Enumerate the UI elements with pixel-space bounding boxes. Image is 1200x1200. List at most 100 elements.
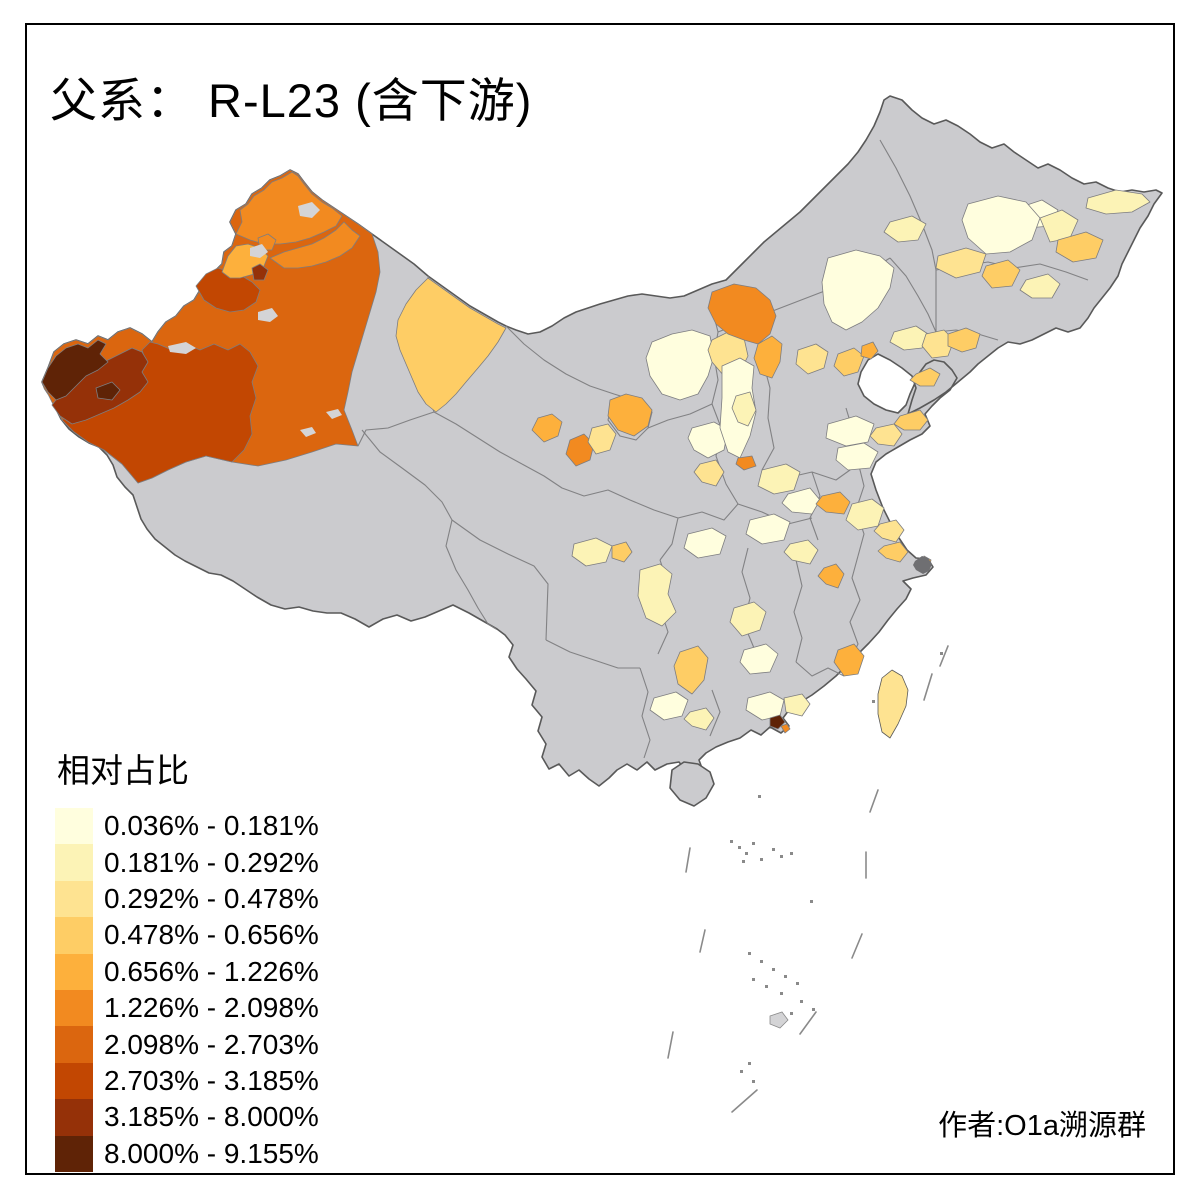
region-heilongjiang-harbin [961,195,1041,255]
legend-row: 1.226% - 2.098% [55,989,319,1027]
lake-bosten [258,308,278,322]
legend-row: 0.656% - 1.226% [55,953,319,990]
legend-label: 2.703% - 3.185% [104,1064,319,1096]
region-shandong-jinan [825,415,875,447]
region-liaoning-huludao [860,341,879,360]
region-hubei-wuhan [783,539,819,565]
lake-ulungur [298,202,320,218]
islet-dongsha [769,1011,789,1029]
legend-label: 0.478% - 0.656% [104,919,319,951]
region-jilin-yanbian [1019,273,1061,299]
legend-swatch-4 [55,917,93,954]
region-qinghai-xining [531,413,563,443]
region-jiangsu-nantong [877,541,909,563]
region-guizhou-guiyang [673,645,709,695]
region-gansu-jiuquan [395,277,507,413]
legend-swatch-1 [55,808,93,845]
legend-label: 0.036% - 0.181% [104,810,319,842]
region-inner-mongolia-west [645,329,715,401]
region-hunan-south [739,643,779,675]
legend-swatch-7 [55,1026,93,1063]
region-sichuan-east [683,527,727,559]
south-china-sea-dashes [667,645,949,1113]
lakes [168,202,342,437]
legend-swatch-9 [55,1099,93,1136]
legend-row: 0.036% - 0.181% [55,808,319,845]
lake-aksu-flats [168,342,196,354]
region-ningxia-yinchuan [607,393,653,437]
region-xinjiang-kizilsu-tip [41,339,121,401]
legend-label: 0.181% - 0.292% [104,846,319,878]
legend-row: 8.000% - 9.155% [55,1135,319,1172]
region-shandong-yantai [909,367,941,387]
region-xinjiang-changji [269,221,361,269]
region-hubei-west [745,513,791,545]
lake-tarim-flat [300,427,316,437]
region-shanxi-center [731,391,757,427]
region-shaanxi-xian [693,459,725,487]
region-heilongjiang-suihua [1039,209,1079,243]
page-title: 父系： R-L23 (含下游) [50,74,533,127]
legend-swatch-3 [55,880,93,918]
legend-label: 0.292% - 0.478% [104,882,319,914]
region-fujian-quanzhou [833,643,865,677]
shanghai-district-cluster [913,556,932,574]
region-beijing [795,343,829,375]
region-gansu-linxia [587,423,617,455]
legend-label: 8.000% - 9.155% [104,1137,319,1169]
lake-tarim-flat-2 [326,409,342,419]
legend-title: 相对占比 [57,752,189,789]
region-xinjiang-altay [235,171,343,245]
legend-swatch-2 [55,844,93,881]
region-inner-mongolia-tongliao [883,215,927,243]
region-inner-mongolia-baotou [753,335,783,379]
region-shandong-south [835,442,879,471]
region-guangxi-west [649,691,689,721]
region-xinjiang-ili [195,267,261,313]
region-gansu-lanzhou [565,433,595,467]
legend-label: 3.185% - 8.000% [104,1101,319,1133]
region-sichuan-mianyang [611,541,633,563]
lake-sayram [250,244,268,258]
region-jilin-changchun [935,247,987,279]
legend-swatch-5 [55,953,93,990]
region-sichuan-chengdu [637,563,677,627]
region-guangdong-north [783,693,811,717]
author-attribution: 作者:O1a溯源群 [938,1110,1146,1142]
region-pearl-delta-orange [780,723,791,734]
region-hunan-north [729,601,767,637]
legend-label: 1.226% - 2.098% [104,992,319,1024]
hainan-island [669,761,715,807]
legend-row: 2.703% - 3.185% [55,1062,319,1100]
region-tianjin-tangshan [833,347,865,377]
legend-row: 0.181% - 0.292% [55,844,319,881]
region-sichuan-north [571,537,613,567]
map-legend: 相对占比 0.036% - 0.181% 0.181% - 0.292% 0.2… [55,744,319,1172]
region-heilongjiang-jiamusi [1055,231,1104,263]
legend-row: 0.292% - 0.478% [55,880,319,918]
region-heilongjiang-fareast [1085,189,1151,215]
legend-swatch-6 [55,989,93,1027]
region-taiwan [877,669,909,739]
legend-label: 2.098% - 2.703% [104,1028,319,1060]
region-henan-east [781,487,821,515]
region-liaoning-dandong [947,327,981,353]
region-henan-sanmenxia [735,455,757,471]
legend-swatch-10 [55,1135,93,1172]
region-jiangsu-xuzhou [815,491,851,515]
legend-row: 2.098% - 2.703% [55,1026,319,1063]
region-xinjiang-urumqi [251,263,269,281]
region-liaoning-shenyang [889,325,929,351]
region-guangxi-nanning [683,707,715,731]
islet-dots [730,652,943,1083]
region-henan-north [757,463,801,495]
region-jiangsu-yancheng [873,519,905,543]
legend-row: 0.478% - 0.656% [55,917,319,954]
region-liaoning-fushun [921,329,955,359]
region-jiangxi-yingtan [817,563,845,589]
legend-swatch-8 [55,1062,93,1100]
legend-label: 0.656% - 1.226% [104,955,319,987]
region-jilin-jilin [981,259,1021,289]
legend-row: 3.185% - 8.000% [55,1099,319,1136]
